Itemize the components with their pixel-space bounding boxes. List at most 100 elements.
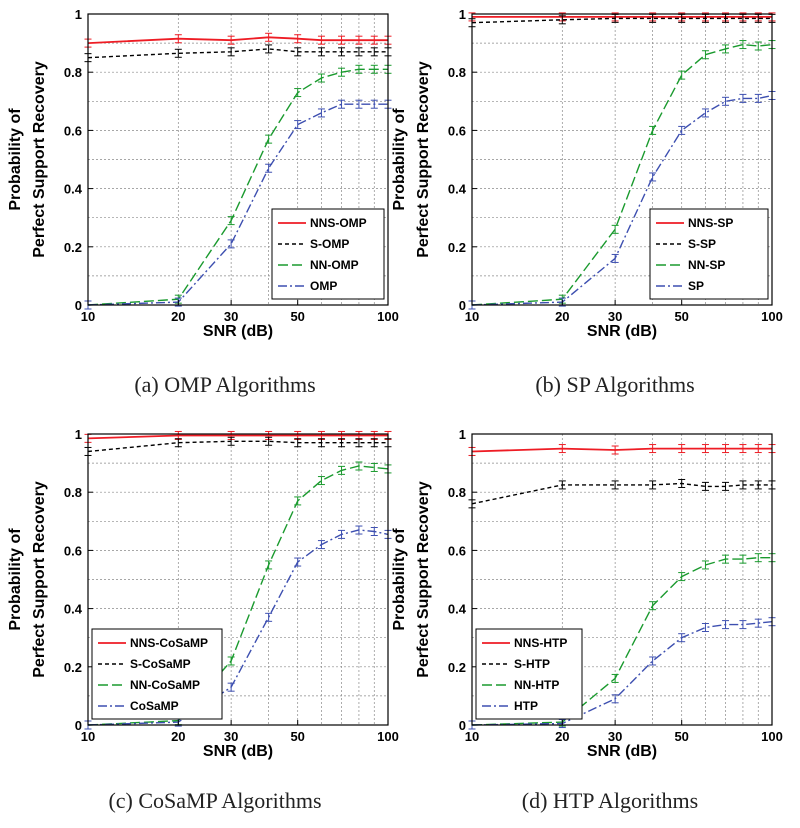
legend-label: NNS-OMP: [310, 216, 367, 230]
y-tick-label: 0.4: [448, 182, 467, 197]
data-point: [355, 35, 363, 45]
series-line-NNS-CoSaMP: [87, 434, 388, 440]
x-tick-label: 100: [377, 309, 399, 324]
data-point: [338, 67, 346, 77]
y-axis-label-line-1: Probability of: [391, 528, 408, 631]
plot-frame: [471, 433, 773, 726]
data-point: [174, 34, 182, 44]
data-point: [701, 108, 709, 118]
legend-box: [475, 628, 583, 720]
series-line-S-OMP: [87, 48, 388, 59]
data-point: [722, 44, 730, 54]
data-point: [739, 480, 747, 490]
y-tick-label: 0.4: [448, 602, 467, 617]
x-tick-label: 20: [555, 309, 569, 324]
legend-label: S-OMP: [310, 237, 349, 251]
data-point: [649, 480, 657, 490]
data-point: [739, 444, 747, 454]
plot-frame: [87, 433, 389, 726]
x-axis-label: SNR (dB): [203, 743, 273, 760]
y-tick-label: 1: [459, 427, 466, 442]
y-tick-label: 1: [75, 7, 82, 22]
legend-label: NN-HTP: [514, 678, 559, 692]
data-point: [370, 64, 378, 74]
data-point: [722, 554, 730, 564]
legend-box: [91, 628, 223, 720]
legend-label: NN-OMP: [310, 258, 359, 272]
data-point: [338, 529, 346, 539]
data-point: [739, 620, 747, 630]
data-point: [294, 496, 302, 506]
data-point: [754, 618, 762, 628]
data-point: [370, 526, 378, 536]
data-point: [294, 34, 302, 44]
data-point: [227, 47, 235, 57]
data-point: [227, 216, 235, 226]
data-point: [370, 438, 378, 448]
x-tick-label: 50: [674, 309, 688, 324]
data-point: [370, 99, 378, 109]
x-tick-label: 100: [377, 729, 399, 744]
legend-item-NNS-CoSaMP: NNS-CoSaMP: [98, 636, 208, 650]
data-point: [355, 64, 363, 74]
data-point: [611, 480, 619, 490]
legend-label: CoSaMP: [130, 699, 179, 713]
series-line-NN-HTP: [471, 557, 772, 726]
data-point: [558, 444, 566, 454]
legend-item-NNS-SP: NNS-SP: [656, 216, 733, 230]
data-point: [317, 438, 325, 448]
series-line-NN-SP: [471, 43, 773, 306]
series-S-OMP: [84, 44, 392, 63]
data-point: [678, 125, 686, 135]
series-NNS-HTP: [468, 444, 776, 456]
data-point: [174, 48, 182, 58]
chart-panel-2: 10 20 30 50 100 0 0.2 0.4 0.6 0.8 1 SNR (dB) Probabi…: [391, 7, 783, 397]
data-point: [611, 445, 619, 455]
legend-item-S-OMP: S-OMP: [278, 237, 349, 251]
x-axis-label: SNR (dB): [203, 323, 273, 340]
legend-item-SP: SP: [656, 279, 704, 293]
y-tick-label: 0: [459, 718, 466, 733]
y-tick-label: 0.6: [64, 543, 82, 558]
subfigure-caption: (a) OMP Algorithms: [134, 372, 315, 397]
data-point: [265, 612, 273, 622]
data-point: [739, 93, 747, 103]
legend-item-NN-OMP: NN-OMP: [278, 258, 359, 272]
y-tick-label: 0.8: [448, 65, 466, 80]
data-point: [317, 73, 325, 83]
data-point: [649, 444, 657, 454]
data-point: [611, 673, 619, 683]
legend-label: NNS-SP: [688, 216, 733, 230]
data-point: [722, 444, 730, 454]
x-tick-label: 10: [81, 309, 95, 324]
legend-label: S-HTP: [514, 657, 550, 671]
data-point: [265, 163, 273, 173]
x-tick-label: 100: [761, 309, 783, 324]
legend-label: S-SP: [688, 237, 716, 251]
y-tick-label: 0.2: [448, 240, 466, 255]
data-point: [701, 481, 709, 491]
data-point: [370, 47, 378, 57]
series-S-HTP: [468, 478, 776, 509]
data-point: [294, 120, 302, 130]
data-point: [701, 444, 709, 454]
x-tick-label: 50: [290, 309, 304, 324]
legend-label: OMP: [310, 279, 337, 293]
data-point: [678, 70, 686, 80]
x-tick-label: 50: [290, 729, 304, 744]
y-tick-label: 0.4: [64, 602, 83, 617]
chart-panel-4: 10 20 30 50 100 0 0.2 0.4 0.6 0.8 1 SNR (dB) Probabi…: [391, 427, 783, 813]
series-SP: [468, 90, 776, 310]
data-point: [317, 476, 325, 486]
x-tick-label: 10: [465, 729, 479, 744]
x-tick-label: 100: [761, 729, 783, 744]
y-tick-label: 0.6: [448, 123, 466, 138]
data-point: [649, 125, 657, 135]
y-tick-label: 0.4: [64, 182, 83, 197]
y-axis-label-line-1: Probability of: [7, 528, 24, 631]
data-point: [722, 96, 730, 106]
subfigure-caption: (d) HTP Algorithms: [522, 788, 698, 813]
data-point: [227, 656, 235, 666]
data-point: [355, 438, 363, 448]
series-NNS-OMP: [84, 32, 392, 48]
